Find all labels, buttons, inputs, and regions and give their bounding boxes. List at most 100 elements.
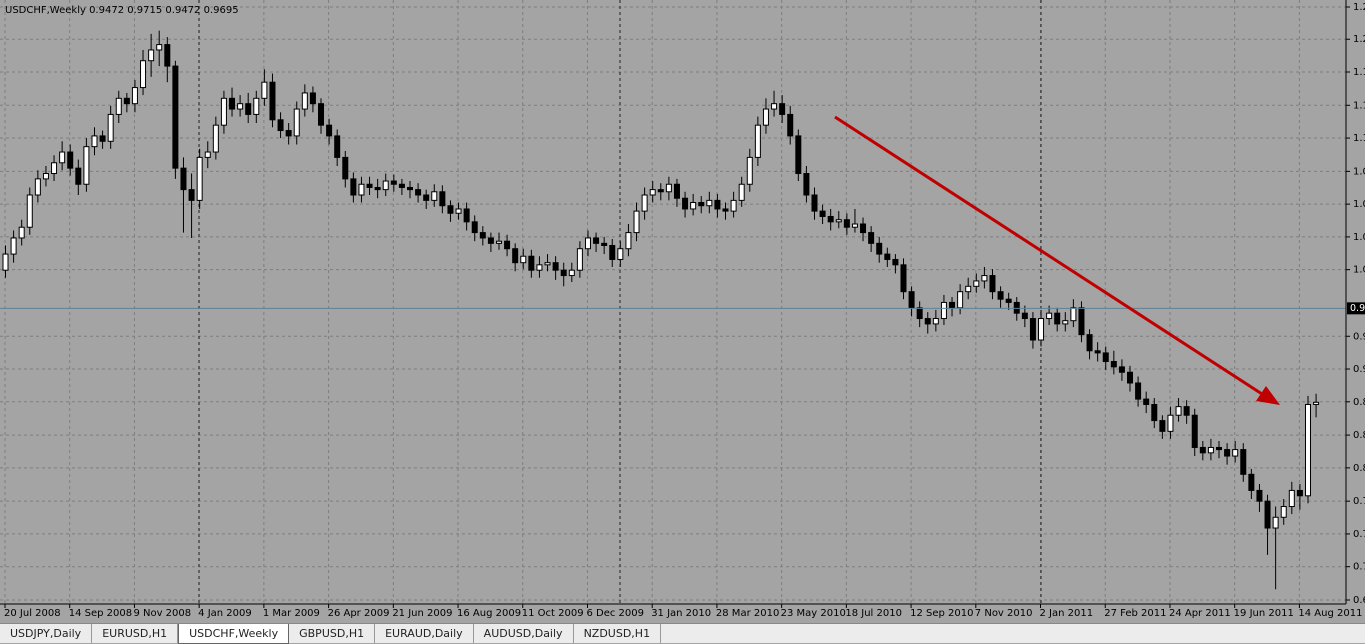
candle-body <box>1062 320 1069 325</box>
y-tick-label: 0.9435 <box>1353 331 1365 342</box>
candle-body <box>164 44 171 67</box>
candle-body <box>1054 312 1061 325</box>
candle-body <box>26 194 33 228</box>
candle-body <box>706 199 713 207</box>
candle-body <box>261 81 268 99</box>
candle-body <box>318 103 325 126</box>
candle-body <box>1264 500 1271 529</box>
price-label-bg <box>1347 302 1365 315</box>
candle-body <box>180 167 187 191</box>
tab-bar: USDJPY,Daily EURUSD,H1 USDCHF,Weekly GBPUSD… <box>0 623 1365 644</box>
chart-tab[interactable]: EURUSD,H1 <box>92 624 179 643</box>
x-tick-label: 18 Jul 2010 <box>845 608 902 619</box>
candle-body <box>657 189 664 193</box>
candle-body <box>1143 398 1150 405</box>
candle-body <box>107 113 114 142</box>
y-tick-label: 1.0970 <box>1353 166 1365 177</box>
candle-body <box>51 162 58 175</box>
candle-body <box>18 226 25 239</box>
y-tick-label: 0.9130 <box>1353 364 1365 375</box>
candle-body <box>860 223 867 234</box>
candle-body <box>949 301 956 309</box>
candle-body <box>326 124 333 137</box>
candle-body <box>358 183 365 196</box>
candle-body <box>156 44 163 51</box>
candle-body <box>334 135 341 158</box>
candle-body <box>1070 307 1077 322</box>
candle-body <box>1005 298 1012 303</box>
candle-body <box>285 130 292 137</box>
chart-tab[interactable]: GBPUSD,H1 <box>289 624 376 643</box>
candle-body <box>1216 446 1222 451</box>
y-tick-label: 1.1585 <box>1353 100 1365 111</box>
x-tick-label: 26 Apr 2009 <box>328 608 390 619</box>
x-tick-label: 24 Apr 2011 <box>1169 608 1231 619</box>
candle-body <box>350 178 357 196</box>
y-tick-label: 1.0665 <box>1353 199 1365 210</box>
candle-body <box>593 237 600 244</box>
candle-body <box>568 269 575 277</box>
candle-body <box>981 275 988 282</box>
candle-body <box>342 156 349 180</box>
candle-body <box>771 103 778 110</box>
candle-body <box>819 210 826 217</box>
x-tick-label: 2 Jan 2011 <box>1040 608 1094 619</box>
candle-body <box>908 291 915 309</box>
candle-body <box>1272 516 1279 529</box>
candle-body <box>957 291 964 309</box>
price-label: 0.9695 <box>1350 303 1365 314</box>
candle-body <box>690 202 697 210</box>
x-tick-label: 6 Dec 2009 <box>586 608 644 619</box>
candle-body <box>2 253 9 271</box>
candle-body <box>277 119 284 132</box>
candle-body <box>1078 307 1085 336</box>
candle-body <box>148 49 155 62</box>
candle-body <box>714 199 721 210</box>
candle-body <box>673 183 680 199</box>
candle-body <box>1151 403 1158 422</box>
candle-body <box>237 103 244 110</box>
candle-body <box>1038 318 1045 341</box>
candle-body <box>487 237 494 244</box>
candle-body <box>609 244 616 260</box>
candle-body <box>528 255 535 271</box>
x-tick-label: 14 Aug 2011 <box>1298 608 1362 619</box>
chart-tab[interactable]: EURAUD,Daily <box>375 624 474 643</box>
x-tick-label: 23 May 2010 <box>781 608 846 619</box>
candle-body <box>196 156 203 201</box>
chart-tab[interactable]: USDJPY,Daily <box>0 624 93 643</box>
candle-body <box>34 178 41 196</box>
x-tick-label: 1 Mar 2009 <box>263 608 320 619</box>
candle-body <box>172 65 179 169</box>
candle-body <box>544 262 551 266</box>
candle-body <box>738 183 745 201</box>
candle-body <box>1175 406 1182 416</box>
candle-body <box>843 219 850 228</box>
candle-body <box>83 146 90 185</box>
x-tick-label: 16 Aug 2009 <box>457 608 521 619</box>
candle-body <box>827 215 834 223</box>
candle-body <box>730 199 737 212</box>
y-tick-label: 0.7595 <box>1353 529 1365 540</box>
candle-body <box>884 253 891 260</box>
candle-body <box>633 210 640 234</box>
candle-body <box>625 232 632 250</box>
candle-body <box>1046 312 1053 320</box>
candle-body <box>754 124 761 158</box>
chart-tab[interactable]: AUDUSD,Daily <box>474 624 574 643</box>
candle-body <box>835 219 842 223</box>
candle-body <box>1199 446 1206 454</box>
candle-body <box>989 275 996 293</box>
candle-body <box>811 194 818 212</box>
chart-tab[interactable]: USDCHF,Weekly <box>178 624 290 644</box>
candle-body <box>1256 489 1263 502</box>
candle-body <box>803 173 810 196</box>
candle-body <box>398 183 405 188</box>
candle-body <box>762 108 769 126</box>
candle-body <box>1288 489 1295 508</box>
candle-body <box>99 135 106 142</box>
chart-tab[interactable]: NZDUSD,H1 <box>574 624 662 643</box>
candle-body <box>455 208 462 214</box>
candle-body <box>649 189 656 196</box>
